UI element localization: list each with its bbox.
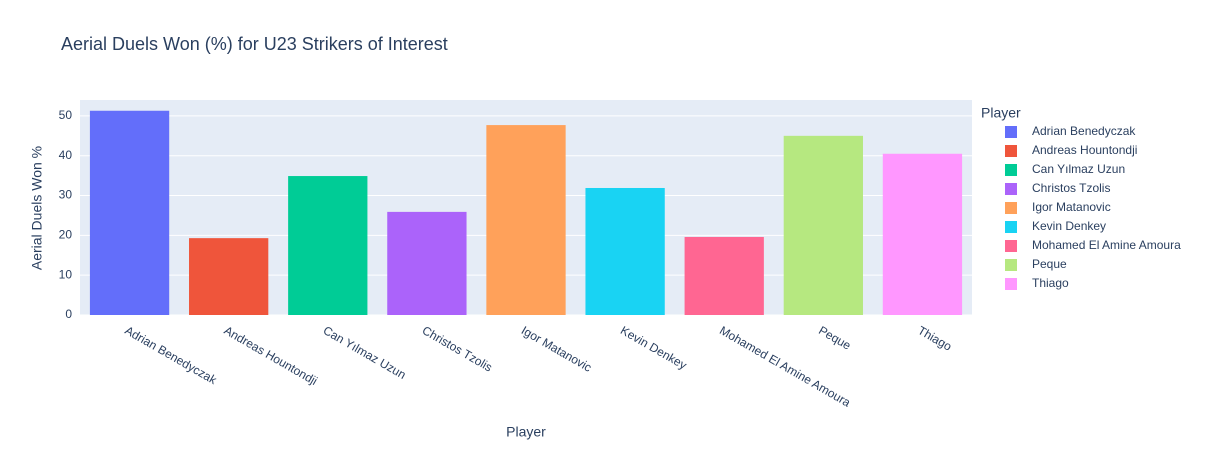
legend-label[interactable]: Igor Matanovic [1032,200,1111,214]
legend-swatch[interactable] [1005,240,1017,252]
legend-swatch[interactable] [1005,202,1017,214]
x-tick-label: Igor Matanovic [519,323,594,374]
legend-swatch[interactable] [1005,278,1017,290]
y-tick-label: 20 [59,228,73,242]
legend-swatch[interactable] [1005,221,1017,233]
bar [684,236,764,315]
legend-label[interactable]: Adrian Benedyczak [1032,124,1136,138]
x-axis-label: Player [506,424,546,440]
x-tick-label: Christos Tzolis [420,323,495,374]
y-tick-label: 10 [59,267,73,281]
legend-swatch[interactable] [1005,259,1017,271]
x-tick-label: Peque [816,323,853,353]
bar [189,238,269,315]
y-axis-label: Aerial Duels Won % [29,146,45,270]
legend-label[interactable]: Kevin Denkey [1032,219,1106,233]
x-tick-label: Thiago [915,323,954,354]
bar [387,211,467,315]
legend-swatch[interactable] [1005,126,1017,138]
bar [882,153,963,315]
legend-label[interactable]: Mohamed El Amine Amoura [1032,238,1181,252]
x-tick-label: Kevin Denkey [618,323,689,372]
legend-label[interactable]: Christos Tzolis [1032,181,1110,195]
bar [89,110,170,315]
legend-label[interactable]: Peque [1032,257,1067,271]
y-tick-label: 40 [59,148,73,162]
legend-title: Player [981,105,1021,121]
x-tick-label: Adrian Benedyczak [122,323,219,387]
legend-label[interactable]: Thiago [1032,276,1069,290]
x-tick-label: Can Yılmaz Uzun [321,323,409,382]
bar [288,176,368,315]
legend-swatch[interactable] [1005,183,1017,195]
bar [486,125,566,315]
x-tick-label: Andreas Hountondji [222,323,320,388]
bar [585,187,665,315]
bar [783,135,863,315]
y-tick-label: 30 [59,188,73,202]
chart-title: Aerial Duels Won (%) for U23 Strikers of… [61,34,448,54]
legend-label[interactable]: Can Yılmaz Uzun [1032,162,1125,176]
y-tick-label: 0 [65,307,72,321]
legend-label[interactable]: Andreas Hountondji [1032,143,1137,157]
legend-swatch[interactable] [1005,164,1017,176]
y-tick-label: 50 [59,108,73,122]
legend-swatch[interactable] [1005,145,1017,157]
